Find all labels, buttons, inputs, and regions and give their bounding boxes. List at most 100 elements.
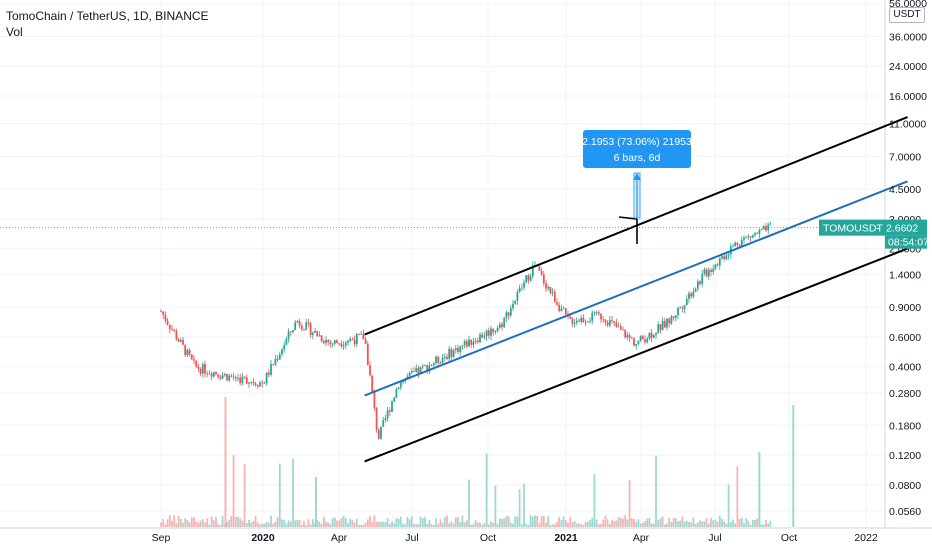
candle-body: [307, 322, 310, 324]
candle-body: [490, 328, 492, 336]
candle-body: [388, 410, 391, 412]
candle-body: [617, 326, 620, 328]
candle-body: [558, 304, 561, 312]
candle-body: [525, 275, 528, 283]
candle-body: [630, 337, 633, 339]
price-axis-top-label: 56.0000: [889, 0, 927, 10]
volume-bar: [206, 518, 209, 527]
volume-bar: [402, 523, 404, 527]
candle-body: [593, 312, 596, 314]
volume-bar: [362, 524, 365, 527]
volume-bar: [325, 521, 327, 527]
candle-body: [674, 315, 677, 318]
volume-bar: [259, 524, 261, 527]
volume-bar: [197, 522, 200, 527]
volume-bar: [322, 516, 325, 527]
candle-body: [633, 338, 635, 346]
volume-bar: [353, 522, 356, 527]
candle-body: [611, 319, 613, 322]
candle-body: [641, 336, 644, 340]
time-axis-label: Sep: [152, 532, 171, 544]
price-range-measure-tool[interactable]: 2.1953 (73.06%) 21953 6 bars, 6d: [582, 130, 692, 219]
volume-bar: [602, 520, 605, 527]
candle-body: [696, 281, 699, 289]
volume-bar: [567, 522, 569, 527]
candle-body: [760, 229, 763, 231]
trend-channel-drawings[interactable]: [364, 116, 908, 463]
volume-bar: [358, 524, 360, 527]
time-axis-label: Apr: [633, 532, 650, 544]
volume-bar: [641, 523, 644, 527]
volume-bar: [450, 521, 453, 527]
volume-bar: [644, 521, 646, 527]
volume-bar: [710, 517, 712, 527]
volume-bar: [694, 523, 697, 527]
candle-body: [435, 356, 437, 364]
time-axis[interactable]: Sep 2020 Apr Jul Oct 2021 Apr Jul Oct 2022: [152, 532, 878, 544]
volume-bar: [283, 519, 286, 527]
currency-badge[interactable]: USDT: [889, 7, 925, 23]
candle-body: [208, 373, 211, 375]
price-axis-label: 36.0000: [889, 31, 927, 43]
candle-body: [580, 317, 583, 322]
volume-bar: [342, 515, 345, 527]
candle-body: [518, 288, 521, 292]
volume-bar: [212, 520, 215, 527]
volume-bar: [270, 515, 272, 527]
volume-bar: [435, 518, 437, 527]
volume-bar: [221, 515, 224, 527]
volume-bar: [589, 519, 591, 527]
volume-bar: [611, 520, 613, 527]
candle-body: [358, 333, 360, 335]
candle-body: [168, 324, 171, 330]
volume-bar: [582, 524, 585, 527]
candle-body: [668, 318, 671, 324]
volume-bar: [388, 523, 391, 527]
volume-bar: [210, 516, 213, 527]
small-segment: [618, 216, 638, 220]
candle-body: [619, 326, 622, 330]
candle-body: [736, 242, 739, 245]
volume-bar: [289, 521, 292, 527]
volume-bar: [712, 520, 715, 527]
candle-body: [485, 330, 488, 337]
candle-body: [714, 264, 717, 269]
candle-body: [483, 336, 486, 338]
candle-body: [450, 348, 453, 358]
candle-body: [173, 329, 176, 332]
volume-bar: [560, 520, 563, 527]
candle-body: [362, 333, 365, 340]
volume-bar: [677, 521, 679, 527]
candle-body: [498, 324, 501, 328]
candle-body: [421, 365, 424, 368]
candle-body: [364, 339, 367, 344]
volume-bar: [415, 524, 418, 527]
volume-bar: [496, 523, 499, 527]
candle-body: [298, 321, 301, 326]
candle-body: [296, 321, 299, 323]
candle-body: [672, 316, 675, 318]
candle-body: [743, 237, 745, 240]
volume-bar: [503, 518, 506, 527]
volume-bar: [767, 523, 770, 527]
candle-body: [661, 320, 664, 331]
volume-bar: [688, 521, 690, 527]
candle-body: [327, 340, 330, 343]
candle-body: [476, 340, 479, 343]
candle-body: [452, 350, 455, 358]
volume-bar: [483, 523, 486, 527]
volume-bar: [344, 518, 347, 527]
volume-bar: [230, 516, 233, 527]
candle-body: [751, 235, 754, 238]
volume-bar: [666, 523, 668, 527]
time-axis-label: Oct: [480, 532, 496, 544]
candle-body: [256, 385, 259, 387]
candle-body: [650, 332, 653, 338]
volume-bar: [690, 522, 693, 527]
candle-body: [267, 372, 270, 375]
price-axis[interactable]: 56.0000 36.0000 24.0000 16.0000 11.0000 7.000…: [889, 0, 927, 518]
candle-body: [769, 223, 772, 225]
candle-body: [305, 322, 308, 330]
candle-body: [322, 340, 325, 343]
